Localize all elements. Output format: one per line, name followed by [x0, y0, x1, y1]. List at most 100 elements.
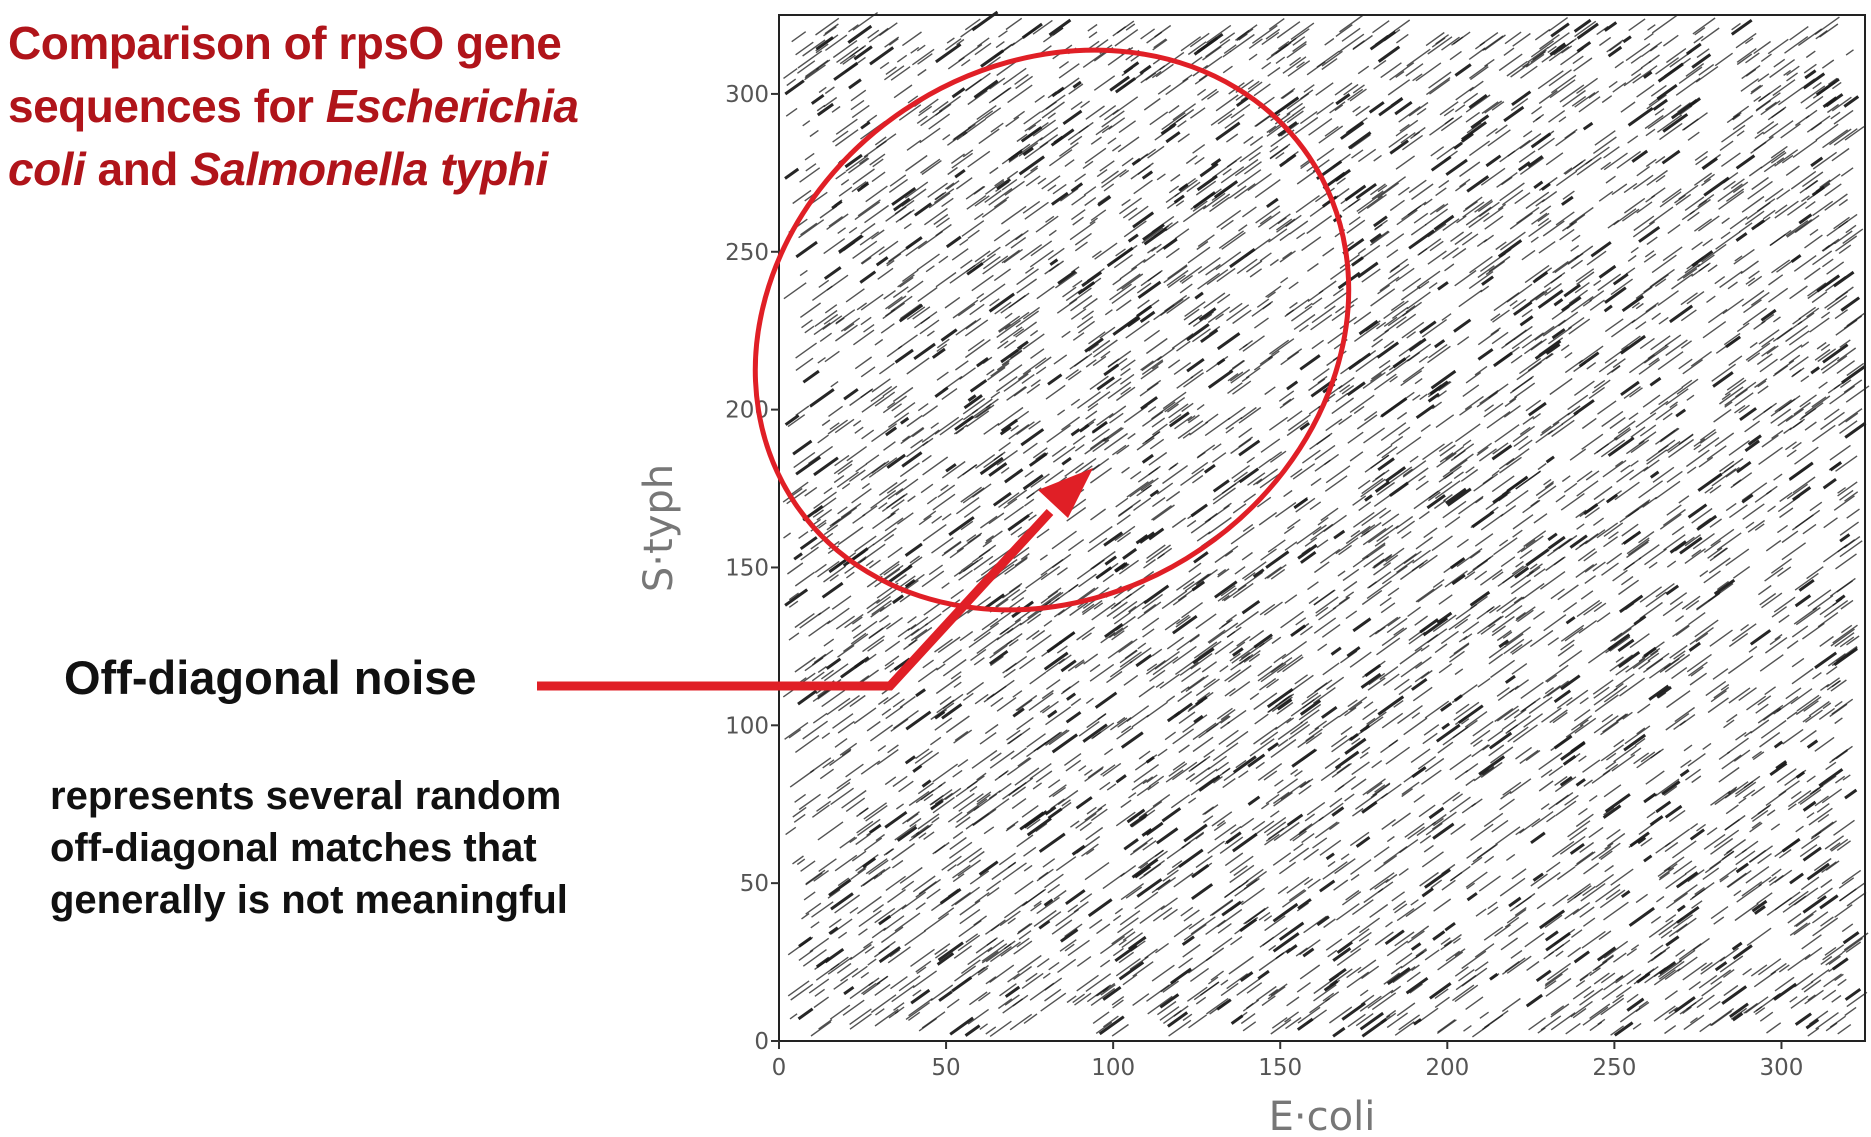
- match-segment: [1470, 114, 1490, 130]
- match-segment: [1424, 868, 1451, 889]
- match-segment: [1460, 132, 1474, 143]
- match-segment: [1034, 94, 1045, 103]
- match-segment: [1414, 634, 1439, 652]
- match-segment: [1119, 651, 1142, 668]
- match-segment: [1399, 123, 1410, 132]
- match-segment: [910, 622, 929, 636]
- match-segment: [1395, 70, 1405, 78]
- match-segment: [1512, 529, 1523, 538]
- match-segment: [1195, 678, 1220, 697]
- match-segment: [1238, 439, 1261, 457]
- match-segment: [887, 744, 899, 754]
- match-segment: [1793, 607, 1818, 625]
- match-segment: [1195, 768, 1218, 785]
- match-segment: [954, 965, 977, 982]
- match-segment: [1397, 705, 1423, 725]
- match-segment: [1128, 600, 1147, 614]
- match-segment: [1600, 161, 1612, 170]
- match-segment: [1271, 696, 1293, 713]
- match-segment: [1451, 684, 1478, 704]
- match-segment: [1361, 800, 1378, 814]
- match-segment: [1519, 749, 1539, 765]
- match-segment: [1359, 995, 1382, 1012]
- match-segment: [833, 459, 854, 475]
- match-segment: [1713, 578, 1736, 596]
- match-segment: [1781, 154, 1794, 164]
- match-segment: [1067, 939, 1090, 957]
- match-segment: [1032, 447, 1048, 459]
- match-segment: [894, 573, 907, 584]
- match-segment: [935, 103, 952, 116]
- match-segment: [1241, 551, 1253, 561]
- match-segment: [1841, 937, 1863, 954]
- match-segment: [1595, 873, 1615, 888]
- match-segment: [1452, 247, 1467, 259]
- match-segment: [799, 302, 822, 318]
- match-segment: [1685, 42, 1702, 56]
- match-segment: [1389, 375, 1398, 383]
- match-segment: [1104, 555, 1117, 566]
- match-segment: [1003, 498, 1018, 509]
- match-segment: [838, 234, 864, 254]
- match-segment: [1630, 55, 1642, 64]
- match-segment: [943, 540, 962, 554]
- match-segment: [1201, 661, 1218, 673]
- match-segment: [918, 832, 927, 839]
- match-segment: [1513, 708, 1527, 719]
- match-segment: [1295, 497, 1316, 513]
- match-segment: [1645, 158, 1657, 168]
- match-segment: [1139, 310, 1156, 324]
- match-segment: [1042, 858, 1056, 868]
- match-segment: [1242, 335, 1265, 352]
- match-segment: [1181, 667, 1202, 683]
- match-segment: [1817, 612, 1839, 628]
- match-segment: [1650, 915, 1662, 924]
- match-segment: [1592, 136, 1617, 154]
- match-segment: [1279, 397, 1295, 409]
- match-segment: [1357, 247, 1367, 255]
- match-segment: [1654, 778, 1680, 797]
- match-segment: [1535, 291, 1548, 301]
- match-segment: [1340, 853, 1350, 861]
- match-segment: [1100, 350, 1111, 359]
- match-segment: [1314, 821, 1338, 839]
- match-segment: [1712, 371, 1734, 388]
- match-segment: [1033, 900, 1042, 907]
- match-segment: [1786, 201, 1807, 216]
- match-segment: [1084, 421, 1095, 429]
- match-segment: [1115, 958, 1141, 977]
- match-segment: [1187, 676, 1205, 690]
- match-segment: [1675, 871, 1699, 889]
- match-segment: [1011, 786, 1027, 798]
- match-segment: [1359, 989, 1369, 997]
- match-segment: [784, 79, 805, 96]
- match-segment: [1126, 316, 1141, 328]
- match-segment: [1461, 950, 1487, 970]
- match-segment: [1785, 325, 1809, 343]
- match-segment: [981, 943, 1008, 962]
- match-segment: [1803, 63, 1817, 74]
- match-segment: [1812, 151, 1838, 170]
- match-segment: [1222, 65, 1233, 74]
- match-segment: [1724, 781, 1749, 799]
- match-segment: [1130, 162, 1154, 180]
- match-segment: [1279, 232, 1291, 242]
- match-segment: [1729, 1002, 1749, 1019]
- match-segment: [850, 867, 867, 880]
- match-segment: [960, 562, 974, 572]
- match-segment: [884, 776, 897, 786]
- match-segment: [890, 508, 900, 516]
- match-segment: [1769, 233, 1787, 246]
- match-segment: [1318, 125, 1344, 144]
- match-segment: [1453, 701, 1480, 721]
- match-segment: [890, 66, 911, 81]
- match-segment: [949, 547, 965, 559]
- match-segment: [1374, 931, 1394, 946]
- match-segment: [1617, 638, 1635, 653]
- match-segment: [1247, 81, 1263, 93]
- match-segment: [1574, 282, 1590, 294]
- match-segment: [1790, 688, 1813, 705]
- match-segment: [1000, 467, 1010, 474]
- match-segment: [1347, 699, 1358, 708]
- match-segment: [798, 793, 821, 811]
